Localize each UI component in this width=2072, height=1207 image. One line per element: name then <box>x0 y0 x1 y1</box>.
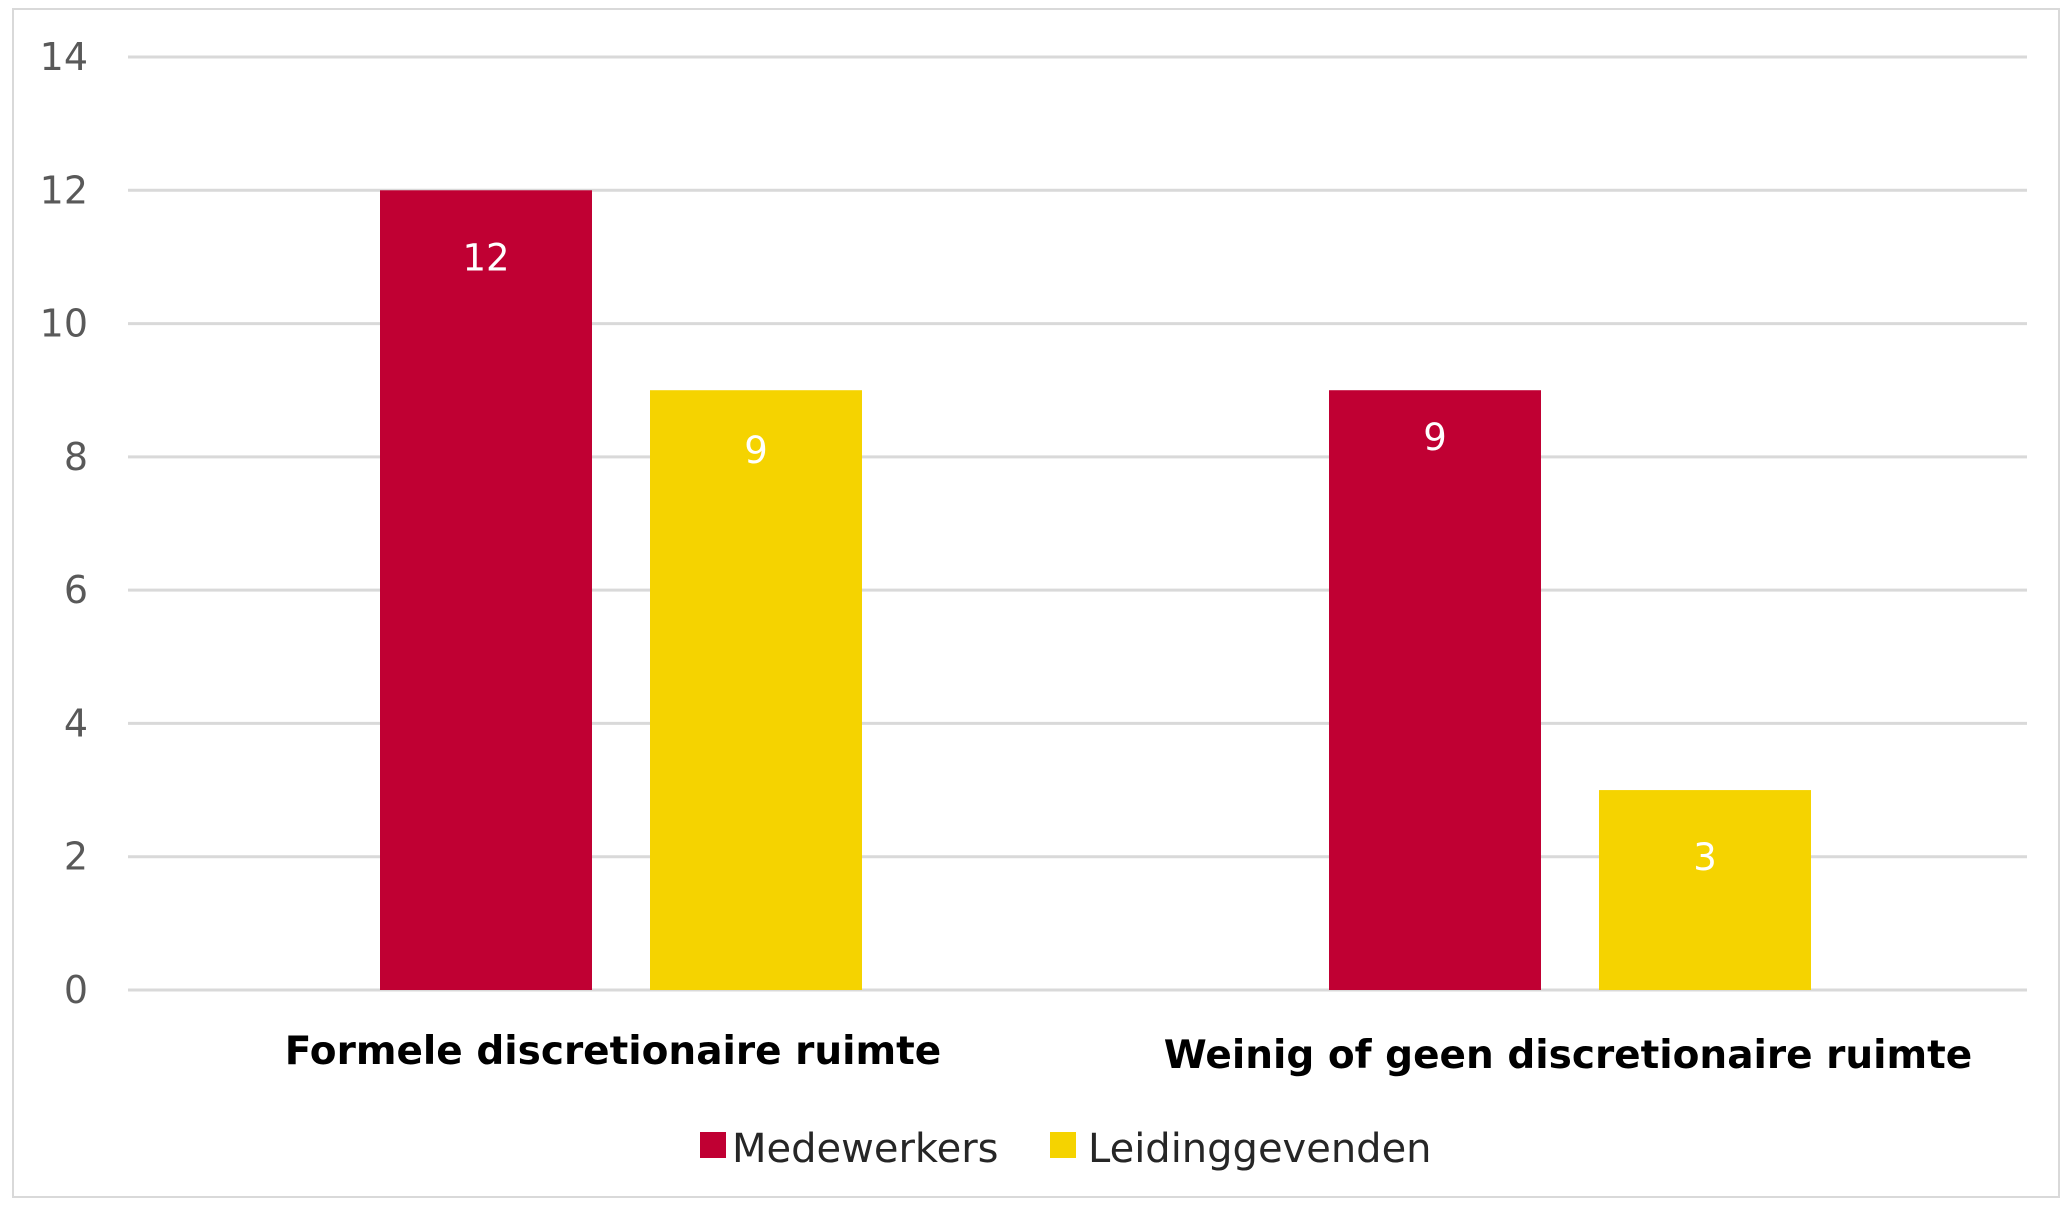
data-label: 12 <box>462 236 509 279</box>
bar-leidinggevenden-1 <box>650 390 862 990</box>
legend-swatch-leidinggevenden <box>1050 1132 1076 1158</box>
bar-medewerkers-2 <box>1329 390 1541 990</box>
legend: Medewerkers Leidinggevenden <box>700 1126 1432 1172</box>
chart-frame <box>12 8 2060 1198</box>
legend-swatch-medewerkers <box>700 1132 726 1158</box>
bars <box>380 190 1811 991</box>
legend-label-leidinggevenden: Leidinggevenden <box>1088 1126 1432 1172</box>
legend-label-medewerkers: Medewerkers <box>732 1126 999 1172</box>
data-label: 3 <box>1693 836 1717 879</box>
y-tick-label: 8 <box>64 435 88 479</box>
y-tick-label: 6 <box>64 568 88 612</box>
data-label: 9 <box>744 429 768 472</box>
category-labels: Formele discretionaire ruimte Weinig of g… <box>285 1029 1973 1078</box>
bar-medewerkers-1 <box>380 190 592 991</box>
y-tick-label: 12 <box>40 168 88 212</box>
y-tick-label: 2 <box>64 835 88 879</box>
y-tick-label: 0 <box>64 968 88 1012</box>
y-tick-label: 4 <box>64 701 88 745</box>
data-label: 9 <box>1423 416 1447 459</box>
y-axis-ticks: 0 2 4 6 8 10 12 14 <box>40 35 88 1012</box>
category-label: Formele discretionaire ruimte <box>285 1029 942 1074</box>
y-tick-label: 14 <box>40 35 88 79</box>
category-label: Weinig of geen discretionaire ruimte <box>1164 1033 1973 1078</box>
data-labels: 12 9 9 3 <box>462 236 1716 879</box>
bar-leidinggevenden-2 <box>1599 790 1811 990</box>
y-tick-label: 10 <box>40 302 88 346</box>
